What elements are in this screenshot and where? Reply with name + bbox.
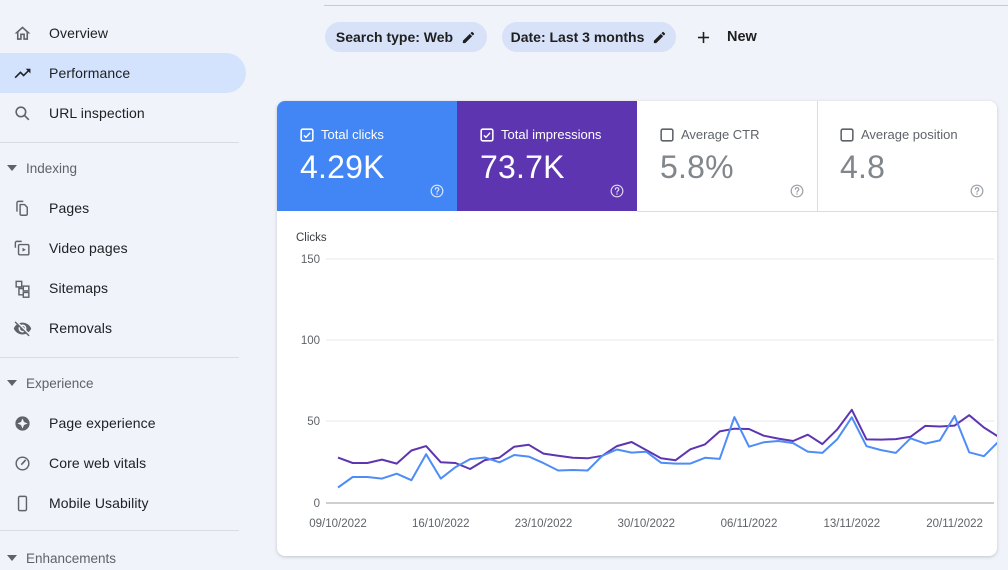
svg-text:100: 100 bbox=[301, 335, 320, 347]
svg-text:0: 0 bbox=[314, 498, 320, 510]
svg-text:Clicks: Clicks bbox=[296, 232, 327, 244]
svg-text:06/11/2022: 06/11/2022 bbox=[721, 518, 778, 530]
svg-text:30/10/2022: 30/10/2022 bbox=[618, 518, 676, 530]
svg-text:09/10/2022: 09/10/2022 bbox=[309, 518, 367, 530]
svg-text:16/10/2022: 16/10/2022 bbox=[412, 518, 470, 530]
svg-text:150: 150 bbox=[301, 254, 320, 266]
svg-text:23/10/2022: 23/10/2022 bbox=[515, 518, 573, 530]
svg-text:13/11/2022: 13/11/2022 bbox=[823, 518, 880, 530]
svg-text:50: 50 bbox=[307, 416, 320, 428]
svg-text:20/11/2022: 20/11/2022 bbox=[926, 518, 983, 530]
